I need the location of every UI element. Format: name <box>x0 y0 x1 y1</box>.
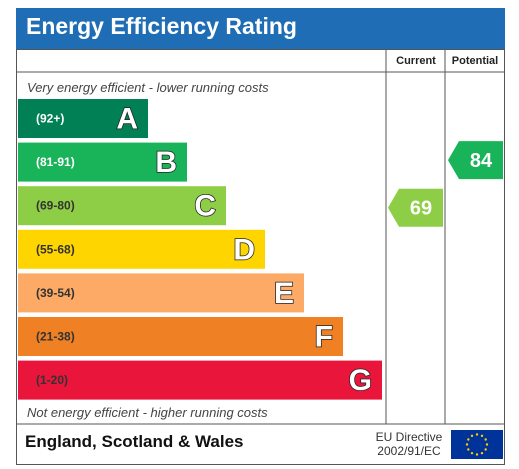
chart-frame <box>16 49 505 465</box>
page-title: Energy Efficiency Rating <box>26 13 297 39</box>
band-range-f: (21-38) <box>36 330 75 344</box>
band-range-a: (92+) <box>36 112 64 126</box>
eu-star-icon <box>470 451 474 455</box>
band-letter-f: F <box>315 321 333 354</box>
band-range-b: (81-91) <box>36 155 75 169</box>
band-bar-e <box>18 273 304 313</box>
eu-star-icon <box>480 451 484 455</box>
band-letter-a: A <box>116 103 138 136</box>
bottom-caption: Not energy efficient - higher running co… <box>27 405 268 420</box>
eu-star-icon <box>480 434 484 438</box>
current-rating-value: 69 <box>410 198 432 220</box>
band-range-g: (1-20) <box>36 373 68 387</box>
eu-directive: EU Directive 2002/91/EC <box>370 430 448 458</box>
band-letter-e: E <box>274 277 294 310</box>
eu-star-icon <box>484 438 487 441</box>
top-caption: Very energy efficient - lower running co… <box>27 80 269 95</box>
band-letter-g: G <box>349 364 372 397</box>
band-bar-b <box>18 142 187 182</box>
band-bar-a <box>18 99 148 138</box>
band-bar-f <box>18 317 343 356</box>
current-rating-arrow <box>388 188 443 227</box>
band-letter-d: D <box>233 233 255 266</box>
eu-star-icon <box>485 443 489 446</box>
eu-star-icon <box>467 448 470 451</box>
eu-directive-line1: EU Directive <box>375 430 443 444</box>
band-bar-g <box>18 360 382 400</box>
region-label: England, Scotland & Wales <box>25 432 244 451</box>
potential-rating-arrow <box>448 141 503 180</box>
band-letter-c: C <box>194 190 216 223</box>
potential-column-header: Potential <box>451 55 499 67</box>
band-range-c: (69-80) <box>36 199 75 213</box>
eu-directive-line2: 2002/91/EC <box>377 444 441 458</box>
current-column-header: Current <box>396 55 436 67</box>
band-bar-d <box>18 229 265 269</box>
eu-star-icon <box>475 433 479 436</box>
header-bar: Energy Efficiency Rating <box>16 8 505 49</box>
eu-star-icon <box>475 453 479 456</box>
band-range-e: (39-54) <box>36 286 75 300</box>
eu-star-icon <box>465 443 469 446</box>
band-range-d: (55-68) <box>36 242 75 256</box>
potential-rating-value: 84 <box>470 150 493 172</box>
eu-star-icon <box>467 438 470 441</box>
band-bar-c <box>18 186 226 226</box>
eu-star-icon <box>470 434 474 438</box>
eu-star-icon <box>484 448 487 451</box>
band-letter-b: B <box>155 146 177 179</box>
